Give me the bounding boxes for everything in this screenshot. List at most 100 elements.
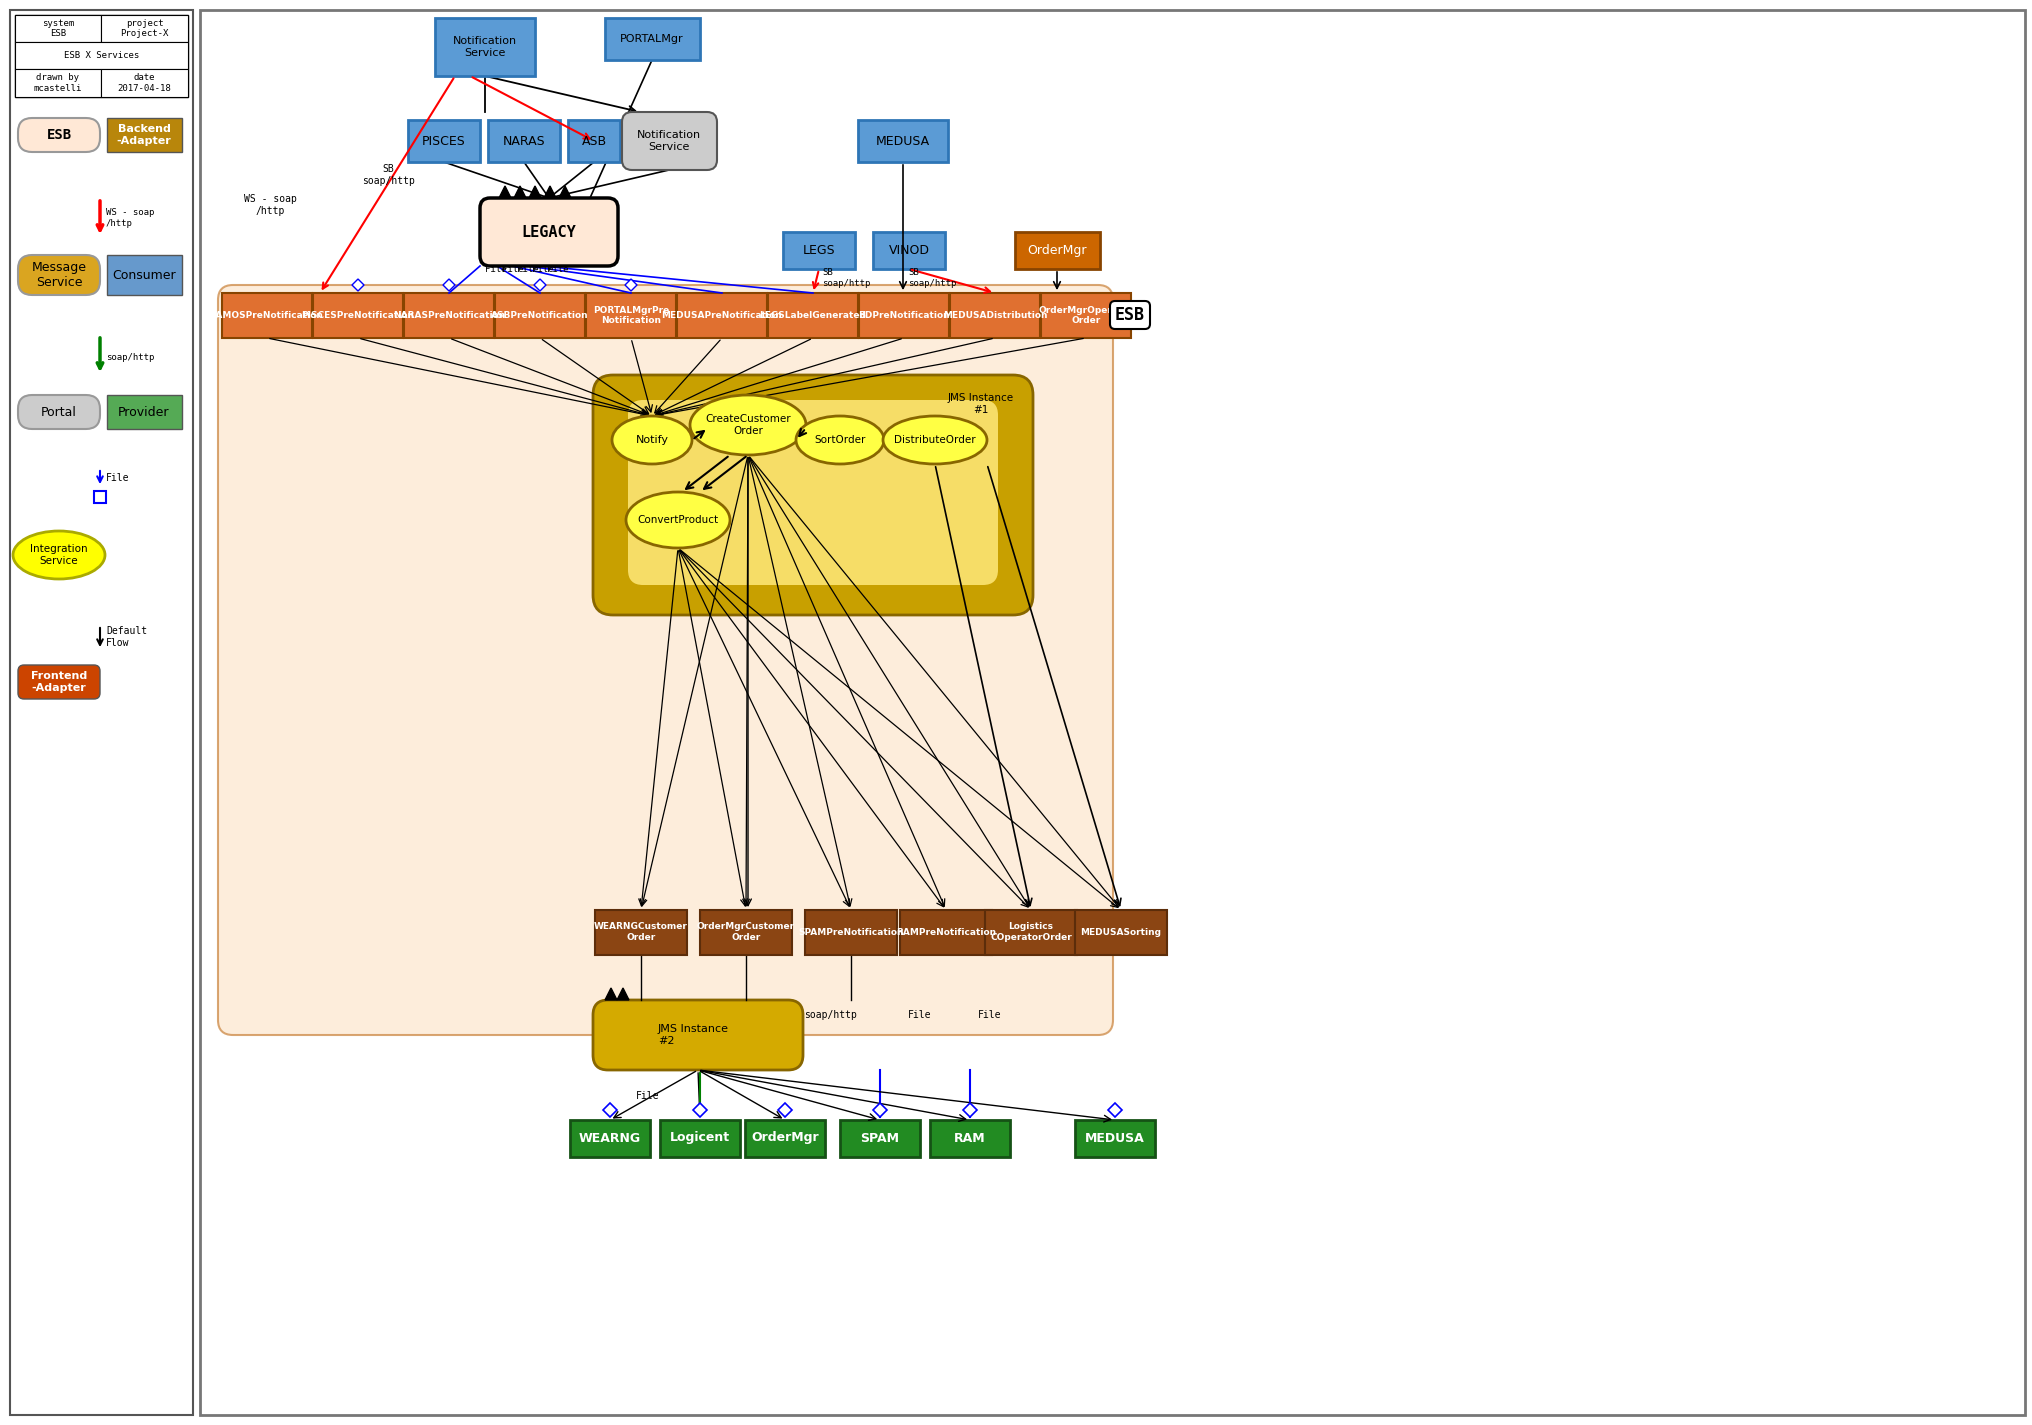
Text: DistributeOrder: DistributeOrder [894, 435, 975, 445]
Bar [199, 10, 2024, 1415]
Polygon shape [545, 187, 555, 198]
Text: File: File [532, 265, 553, 274]
Bar [1075, 1120, 1154, 1157]
FancyBboxPatch shape [217, 285, 1112, 1035]
Text: File: File [502, 265, 524, 274]
FancyBboxPatch shape [622, 113, 717, 170]
Bar [677, 294, 766, 338]
Bar [108, 118, 183, 152]
Bar [585, 294, 677, 338]
Text: JMS Instance
#2: JMS Instance #2 [658, 1025, 729, 1046]
Polygon shape [352, 279, 364, 291]
Bar [660, 1120, 740, 1157]
Text: VINOD: VINOD [888, 244, 929, 256]
Text: RAMPreNotification: RAMPreNotification [896, 928, 996, 936]
Bar [14, 16, 102, 41]
Polygon shape [534, 279, 547, 291]
Bar [313, 294, 402, 338]
Text: OrderMgr: OrderMgr [1026, 244, 1087, 256]
Polygon shape [963, 1103, 977, 1117]
Bar [1040, 294, 1130, 338]
Ellipse shape [882, 416, 986, 465]
Bar [929, 1120, 1010, 1157]
Text: File: File [908, 1010, 931, 1020]
Bar [860, 294, 949, 338]
Bar [14, 68, 102, 97]
Bar [839, 1120, 920, 1157]
Bar [1075, 911, 1166, 955]
Bar [14, 16, 187, 97]
Text: system
ESB: system ESB [43, 19, 73, 38]
Text: SPAMPreNotification: SPAMPreNotification [799, 928, 904, 936]
Text: OrderMgr: OrderMgr [750, 1131, 819, 1144]
Text: PORTALMgrPre
Notification: PORTALMgrPre Notification [593, 306, 669, 325]
Bar [782, 232, 855, 269]
Polygon shape [616, 988, 628, 1000]
Text: MEDUSA: MEDUSA [1085, 1131, 1144, 1144]
Text: WEARNG: WEARNG [579, 1131, 640, 1144]
Ellipse shape [797, 416, 884, 465]
Bar [768, 294, 858, 338]
Polygon shape [604, 1103, 616, 1117]
Text: Default
Flow: Default Flow [106, 626, 146, 648]
Ellipse shape [689, 395, 805, 455]
Bar [699, 911, 792, 955]
Text: MEDUSA: MEDUSA [876, 134, 929, 148]
FancyBboxPatch shape [593, 1000, 803, 1070]
Text: Integration
Service: Integration Service [30, 544, 87, 566]
Bar [494, 294, 585, 338]
Text: Consumer: Consumer [112, 268, 175, 282]
Text: File: File [486, 265, 506, 274]
Text: File: File [547, 265, 569, 274]
Text: LEGS: LEGS [803, 244, 835, 256]
Text: MEDUSASorting: MEDUSASorting [1079, 928, 1160, 936]
Text: project
Project-X: project Project-X [120, 19, 169, 38]
Text: ESB: ESB [1114, 306, 1144, 323]
Text: SB
soap/http: SB soap/http [821, 268, 870, 288]
Text: NARAS: NARAS [502, 134, 545, 148]
FancyBboxPatch shape [593, 375, 1032, 616]
Bar [805, 911, 896, 955]
Text: PORTALMgr: PORTALMgr [620, 34, 683, 44]
Polygon shape [872, 1103, 886, 1117]
Text: WEARNGCustomer
Order: WEARNGCustomer Order [593, 922, 687, 942]
Text: PISCES: PISCES [423, 134, 465, 148]
Polygon shape [606, 988, 616, 1000]
Bar [102, 68, 187, 97]
Text: Portal: Portal [41, 406, 77, 419]
Text: Notification
Service: Notification Service [636, 130, 701, 152]
Text: CreateCustomer
Order: CreateCustomer Order [705, 415, 790, 436]
Text: SB
soap/http: SB soap/http [908, 268, 955, 288]
Polygon shape [498, 187, 510, 198]
Text: LEGACY: LEGACY [522, 225, 577, 239]
Text: MEDUSADistribution: MEDUSADistribution [943, 311, 1046, 321]
Text: RAM: RAM [953, 1131, 986, 1144]
FancyBboxPatch shape [18, 395, 100, 429]
Bar [595, 911, 687, 955]
Text: PISCESPreNotification: PISCESPreNotification [301, 311, 415, 321]
Ellipse shape [12, 532, 106, 579]
Ellipse shape [612, 416, 691, 465]
Text: LEGSLabelGenerated: LEGSLabelGenerated [760, 311, 866, 321]
Text: JMS Instance
#1: JMS Instance #1 [947, 393, 1014, 415]
Bar [102, 16, 187, 41]
FancyBboxPatch shape [18, 665, 100, 700]
Text: soap/http: soap/http [106, 352, 154, 362]
Bar [744, 1120, 825, 1157]
Bar [872, 232, 945, 269]
Bar [567, 120, 620, 162]
Text: BDPreNotification: BDPreNotification [858, 311, 949, 321]
Bar [408, 120, 480, 162]
Polygon shape [443, 279, 455, 291]
Text: MEDUSAPreNotification: MEDUSAPreNotification [660, 311, 782, 321]
Bar [986, 911, 1077, 955]
Bar [606, 19, 699, 60]
Polygon shape [624, 279, 636, 291]
Bar [858, 120, 947, 162]
Text: Notification
Service: Notification Service [453, 36, 516, 58]
Text: Frontend
-Adapter: Frontend -Adapter [30, 671, 87, 693]
Text: Logicent: Logicent [671, 1131, 729, 1144]
Bar [1014, 232, 1099, 269]
Bar [435, 19, 534, 76]
Text: ASBPreNotification: ASBPreNotification [492, 311, 589, 321]
